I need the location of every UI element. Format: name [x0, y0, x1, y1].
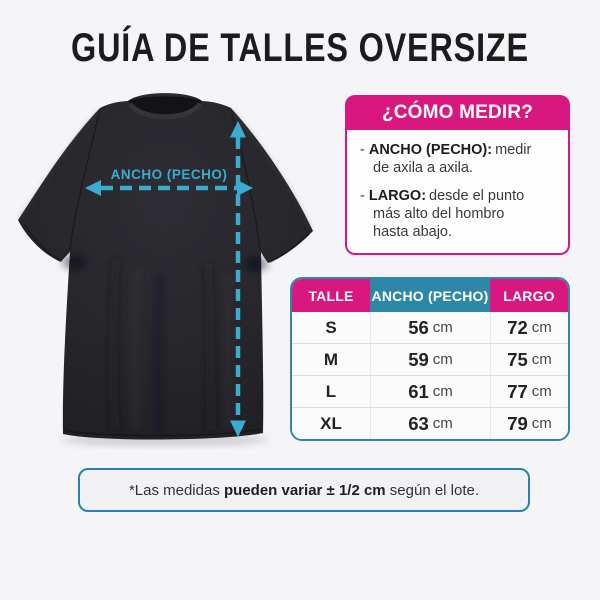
size-table: TALLE ANCHO (PECHO) LARGO S 56 cm 72 cm M …: [290, 277, 570, 441]
ancho-pecho-label: ANCHO (PECHO): [110, 167, 228, 182]
measure-term: ANCHO (PECHO):: [368, 142, 493, 158]
tshirt-image: [18, 93, 313, 446]
fabric-folds: [62, 255, 268, 432]
measure-item-largo: - LARGO: desde el punto más alto del hombr…: [360, 187, 525, 241]
note-bold: pueden variar ± 1/2 cm: [224, 481, 386, 499]
note-prefix: *Las medidas: [128, 481, 224, 499]
size-table-header: TALLE ANCHO (PECHO) LARGO: [292, 279, 568, 312]
tolerance-note: *Las medidas pueden variar ± 1/2 cm segú…: [78, 468, 530, 512]
table-row-xl: XL 63 cm 79 cm: [292, 407, 568, 439]
how-to-measure-body: - ANCHO (PECHO): medir de axila a axila. -…: [345, 130, 570, 256]
column-ancho: ANCHO (PECHO): [370, 279, 490, 312]
how-to-measure-card: ¿CÓMO MEDIR? - ANCHO (PECHO): medir de axi…: [345, 95, 570, 256]
bullet-dash: -: [360, 187, 365, 204]
table-row-s: S 56 cm 72 cm: [292, 312, 568, 343]
column-talle: TALLE: [292, 279, 370, 312]
size-label: L: [325, 381, 337, 401]
page-title: GUÍA DE TALLES OVERSIZE: [71, 26, 529, 70]
table-row-m: M 59 cm 75 cm: [292, 343, 568, 375]
collar-stitch: [127, 100, 203, 118]
size-label: S: [325, 317, 337, 337]
how-to-measure-title: ¿CÓMO MEDIR?: [345, 95, 570, 130]
bullet-dash: -: [360, 142, 365, 158]
size-label: XL: [320, 413, 342, 433]
measure-item-ancho: - ANCHO (PECHO): medir de axila a axila.: [360, 142, 532, 177]
column-largo: LARGO: [490, 279, 568, 312]
note-suffix: según el lote.: [385, 481, 480, 499]
size-label: M: [323, 349, 339, 369]
tshirt-body: [18, 93, 313, 440]
measure-term: LARGO:: [368, 187, 427, 204]
table-row-l: L 61 cm 77 cm: [292, 375, 568, 407]
